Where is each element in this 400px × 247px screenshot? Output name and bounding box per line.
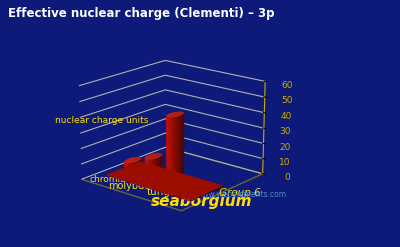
Text: Effective nuclear charge (Clementi) – 3p: Effective nuclear charge (Clementi) – 3p [8, 7, 274, 21]
